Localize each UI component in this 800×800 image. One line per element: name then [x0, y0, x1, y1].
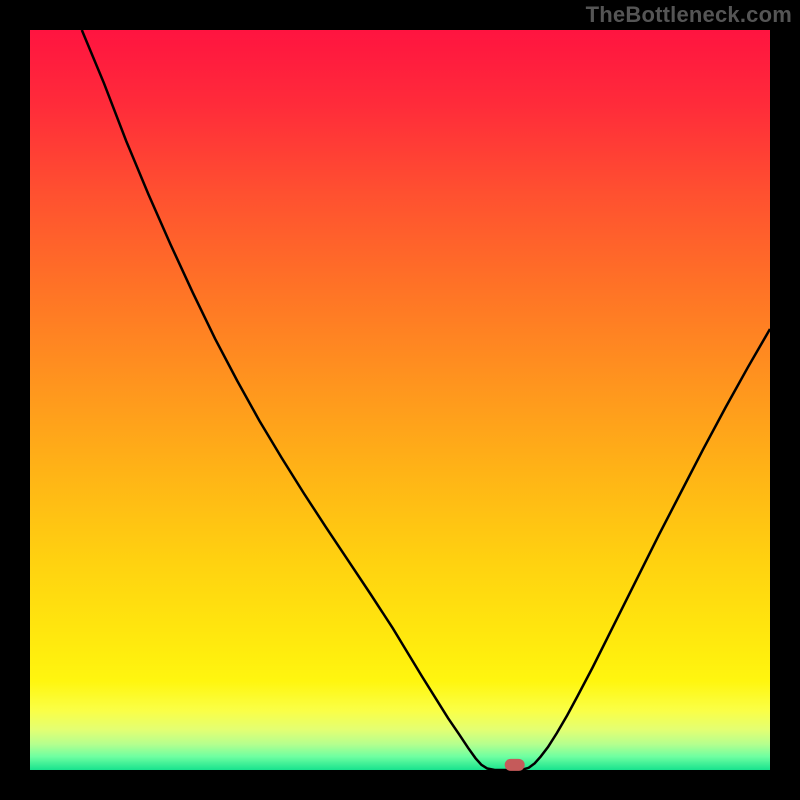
chart-container: { "watermark": { "text": "TheBottleneck.…: [0, 0, 800, 800]
bottleneck-chart: [0, 0, 800, 800]
plot-background: [30, 30, 770, 770]
watermark-text: TheBottleneck.com: [586, 2, 792, 28]
optimal-marker: [505, 759, 525, 771]
